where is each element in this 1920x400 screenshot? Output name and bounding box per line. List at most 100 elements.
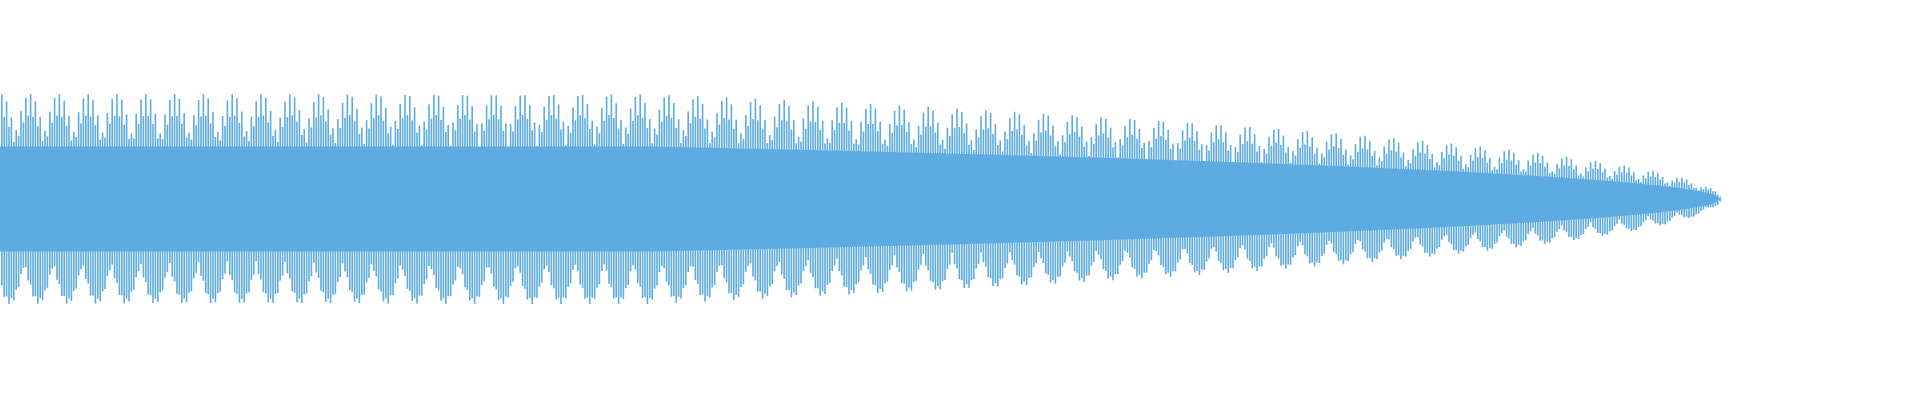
waveform-sample: [188, 132, 190, 293]
waveform-sample: [181, 123, 183, 304]
waveform-sample: [205, 115, 207, 294]
waveform-sample: [313, 102, 315, 263]
waveform-sample: [404, 94, 406, 276]
waveform-sample: [1525, 171, 1527, 241]
waveform-sample: [423, 121, 425, 284]
waveform-sample: [884, 139, 886, 284]
waveform-sample: [1652, 170, 1654, 221]
waveform-sample: [1673, 183, 1676, 216]
waveform-sample: [32, 116, 34, 297]
waveform-sample: [1057, 141, 1059, 277]
waveform-sample: [838, 122, 841, 271]
waveform-sample: [661, 121, 663, 266]
waveform-sample: [296, 121, 298, 303]
waveform-sample: [965, 123, 968, 285]
waveform-sample: [927, 107, 929, 271]
waveform-sample: [1647, 171, 1649, 217]
waveform-sample: [1273, 129, 1275, 248]
waveform-sample: [1532, 154, 1534, 228]
waveform-sample: [1676, 177, 1678, 213]
waveform-sample: [989, 113, 992, 279]
waveform-sample: [1573, 169, 1575, 240]
waveform-sample: [610, 94, 613, 288]
waveform-sample: [891, 133, 893, 266]
waveform-sample: [1112, 147, 1114, 281]
waveform-sample: [1361, 148, 1364, 250]
waveform-sample: [1177, 143, 1179, 263]
waveform-sample: [73, 131, 75, 291]
waveform-sample: [56, 115, 58, 280]
waveform-sample: [344, 117, 346, 272]
waveform-sample: [641, 117, 644, 298]
waveform-sample: [1570, 159, 1573, 237]
waveform-sample: [337, 119, 339, 282]
waveform-sample: [1294, 155, 1297, 256]
waveform-sample: [776, 127, 778, 266]
waveform-sample: [1198, 149, 1201, 275]
waveform-sample: [627, 133, 629, 285]
waveform-sample: [341, 102, 344, 264]
waveform-sample: [17, 135, 20, 288]
waveform-sample: [1354, 144, 1357, 244]
waveform-sample: [531, 130, 533, 304]
waveform-sample: [977, 137, 980, 265]
waveform-sample: [1097, 135, 1100, 255]
waveform-sample: [1244, 127, 1246, 250]
waveform-sample: [327, 109, 329, 299]
waveform-sample: [1707, 189, 1709, 208]
waveform-sample: [975, 129, 977, 269]
waveform-sample: [771, 140, 773, 284]
waveform-sample: [629, 108, 632, 272]
waveform-sample: [1241, 144, 1244, 246]
waveform-sample: [1587, 171, 1589, 227]
waveform-sample: [860, 122, 862, 271]
waveform-sample: [1474, 148, 1477, 233]
waveform-sample: [497, 119, 500, 300]
waveform-sample: [1028, 140, 1030, 279]
waveform-sample: [255, 101, 257, 262]
waveform-sample: [1121, 145, 1124, 262]
waveform-sample: [346, 94, 349, 278]
waveform-sample: [1462, 168, 1465, 252]
waveform-sample: [915, 147, 917, 281]
waveform-sample: [1373, 150, 1376, 259]
waveform-sample: [1621, 172, 1623, 224]
waveform-sample: [267, 122, 269, 303]
waveform-sample: [387, 133, 389, 304]
waveform-sample: [713, 137, 716, 285]
waveform-sample: [245, 130, 248, 294]
waveform-sample: [185, 137, 188, 303]
waveform-sample: [1630, 175, 1633, 231]
waveform-sample: [1585, 167, 1587, 229]
waveform-sample: [929, 125, 932, 281]
waveform-sample: [29, 94, 32, 285]
waveform-sample: [85, 115, 87, 279]
waveform-sample: [723, 118, 725, 279]
waveform-sample: [1426, 145, 1429, 253]
waveform-sample: [569, 132, 572, 284]
waveform-sample: [1681, 177, 1683, 216]
waveform-sample: [562, 121, 565, 298]
waveform-sample: [1594, 160, 1597, 229]
waveform-sample: [997, 145, 999, 287]
waveform-sample: [253, 126, 255, 275]
waveform-sample: [1251, 143, 1253, 269]
waveform-sample: [985, 110, 987, 267]
waveform-sample: [1011, 130, 1013, 261]
waveform-sample: [65, 125, 68, 304]
waveform-sample: [473, 131, 476, 304]
waveform-sample: [853, 143, 855, 293]
waveform-sample: [1520, 171, 1522, 246]
waveform-sample: [620, 119, 622, 298]
waveform-sample: [1061, 135, 1064, 267]
waveform-sample: [1659, 179, 1661, 226]
waveform-sample: [500, 105, 502, 298]
waveform-sample: [1441, 151, 1443, 240]
waveform-sample: [812, 101, 814, 278]
waveform-sample: [485, 105, 488, 268]
waveform-sample: [1690, 183, 1693, 217]
waveform-sample: [1489, 157, 1491, 248]
waveform-sample: [1717, 194, 1719, 205]
waveform-sample: [577, 96, 579, 272]
waveform-sample: [1333, 146, 1335, 252]
